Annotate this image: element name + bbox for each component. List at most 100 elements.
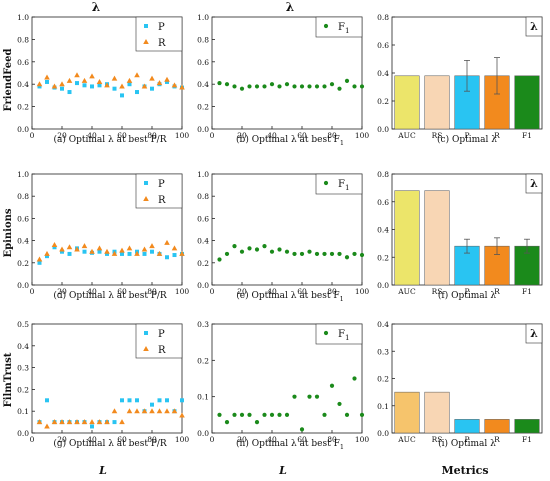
data-point <box>142 251 147 256</box>
data-point <box>104 248 110 254</box>
data-point <box>284 82 290 87</box>
data-point <box>44 250 50 256</box>
x-tick-label: 0 <box>30 131 35 140</box>
x-tick-label: 0 <box>210 287 215 296</box>
data-point <box>232 84 237 89</box>
data-point <box>82 83 87 88</box>
x-tick-label: R <box>494 435 500 444</box>
x-tick-label: AUC <box>397 131 416 140</box>
data-point <box>224 420 230 425</box>
x-tick-label: 20 <box>237 287 247 296</box>
y-tick-label: 0.1 <box>17 407 29 416</box>
x-tick-label: 0 <box>210 435 215 444</box>
y-tick-label: 0.8 <box>17 35 29 44</box>
data-point <box>359 84 365 89</box>
column-header-1: λ <box>92 0 100 14</box>
data-point <box>135 398 139 403</box>
series-f1 <box>217 244 365 262</box>
plot-frame <box>211 16 363 130</box>
data-point <box>45 254 49 259</box>
x-tick-label: 20 <box>57 435 67 444</box>
legend-label: P <box>158 329 165 340</box>
x-tick-label: 60 <box>117 131 127 140</box>
x-tick-label: 20 <box>237 131 247 140</box>
data-point <box>180 398 184 403</box>
data-point <box>119 83 125 89</box>
data-point <box>81 77 88 83</box>
data-point <box>262 84 267 89</box>
data-point <box>67 251 72 256</box>
panel-caption-sub: 1 <box>340 443 344 451</box>
panel-caption: (f) Optimal λ <box>438 290 496 301</box>
legend-label: λ <box>530 177 538 190</box>
series-r <box>36 72 185 90</box>
x-tick-label: 80 <box>147 287 157 296</box>
data-point <box>269 249 275 254</box>
data-point <box>74 72 80 78</box>
data-point <box>111 408 118 414</box>
data-point <box>111 250 118 256</box>
series-p <box>37 245 184 265</box>
legend-label: λ <box>530 20 538 33</box>
plot-frame <box>211 173 363 286</box>
data-point <box>284 412 290 417</box>
y-tick-label: 1.0 <box>17 13 29 22</box>
panel-caption-sub: 1 <box>340 139 344 147</box>
panel-caption: (h) Optimal λ at best F1 <box>236 438 344 451</box>
data-point <box>120 251 124 256</box>
data-point <box>134 72 140 78</box>
data-point <box>165 398 169 403</box>
data-point <box>51 419 58 425</box>
x-tick-label: 40 <box>87 131 97 140</box>
y-tick-label: 0.4 <box>377 69 389 78</box>
row-label-epinions: Epinions <box>3 208 14 257</box>
panel-caption-main: (g) Optimal λ at best P/R <box>53 438 167 449</box>
data-point <box>126 77 133 83</box>
legend-marker <box>323 23 329 29</box>
data-point <box>127 398 132 403</box>
x-tick-label: 100 <box>175 435 190 444</box>
data-point <box>36 81 43 87</box>
panel-caption: (b) Optimal λ at best F1 <box>236 134 344 147</box>
y-tick-label: 0.8 <box>377 170 389 179</box>
data-point <box>52 245 57 250</box>
y-tick-label: 1.0 <box>17 170 29 179</box>
data-point <box>239 249 245 254</box>
y-tick-label: 0.2 <box>377 97 389 106</box>
data-point <box>292 394 297 399</box>
data-point <box>82 249 87 254</box>
panel-caption: (c) Optimal λ <box>437 134 497 145</box>
y-tick-label: 0.2 <box>17 259 29 268</box>
data-point <box>96 78 103 84</box>
data-point <box>45 398 49 403</box>
x-tick-label: P <box>464 435 469 444</box>
legend: λ <box>525 173 543 194</box>
legend-label: P <box>158 22 165 33</box>
data-point <box>141 408 148 414</box>
y-tick-label: 0.2 <box>377 253 389 262</box>
data-point <box>239 86 245 91</box>
panel-caption-main: (d) Optimal λ at best P/R <box>53 290 167 301</box>
data-point <box>126 245 133 251</box>
legend-marker <box>323 180 329 186</box>
data-point <box>126 408 133 414</box>
legend: F1 <box>315 323 363 345</box>
y-tick-label: 0.0 <box>17 429 29 438</box>
y-tick-label: 0.0 <box>17 281 29 290</box>
bar-rs <box>424 391 450 434</box>
panel-caption: (e) Optimal λ at best F1 <box>236 290 343 303</box>
data-point <box>156 250 163 256</box>
plot-frame <box>31 16 183 130</box>
panel-caption-main: (h) Optimal λ at best F <box>236 438 340 449</box>
series-f1 <box>217 376 365 432</box>
data-point <box>171 82 178 88</box>
data-point <box>127 251 132 256</box>
data-point <box>66 77 73 83</box>
data-point <box>120 93 124 98</box>
legend: PR <box>135 323 183 359</box>
y-tick-label: 0.4 <box>17 342 29 351</box>
data-point <box>90 424 94 429</box>
data-point <box>51 242 58 248</box>
data-point <box>344 78 350 83</box>
